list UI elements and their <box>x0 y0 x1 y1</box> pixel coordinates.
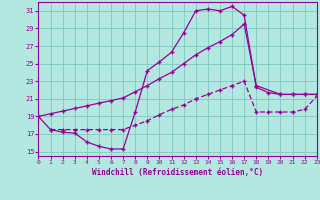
X-axis label: Windchill (Refroidissement éolien,°C): Windchill (Refroidissement éolien,°C) <box>92 168 263 177</box>
